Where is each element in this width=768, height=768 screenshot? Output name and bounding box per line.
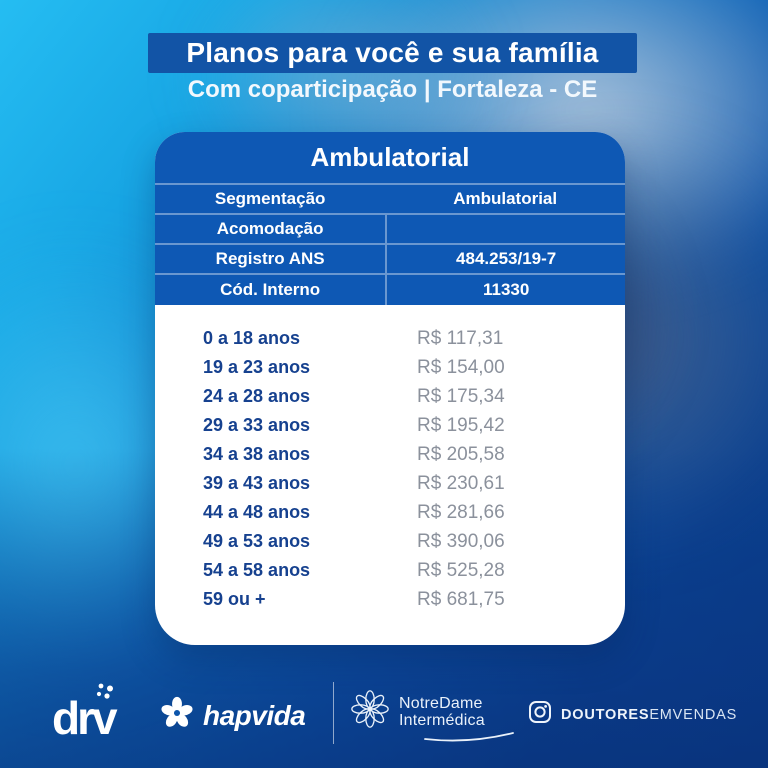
price-row: 59 ou + R$ 681,75: [155, 585, 625, 614]
price-row: 29 a 33 anos R$ 195,42: [155, 411, 625, 440]
hero-header: Planos para você e sua família Com copar…: [148, 33, 637, 104]
price: R$ 205,58: [417, 443, 505, 465]
instagram-icon: [528, 700, 552, 729]
age-band: 39 a 43 anos: [203, 473, 311, 493]
row-value: [385, 215, 625, 243]
notredame-intermedica-logo: NotreDame Intermédica: [349, 688, 514, 741]
price-row: 44 a 48 anos R$ 281,66: [155, 498, 625, 527]
plan-info-table: Ambulatorial Segmentação Ambulatorial Ac…: [155, 132, 625, 305]
flower-icon: [158, 694, 196, 737]
instagram-handle: DOUTORESEMVENDAS: [528, 700, 737, 729]
price: R$ 175,34: [417, 385, 505, 407]
age-band: 59 ou +: [203, 589, 266, 609]
price: R$ 154,00: [417, 356, 505, 378]
row-label: Acomodação: [216, 219, 324, 238]
notredame-line2: Intermédica: [399, 711, 485, 729]
row-value: Ambulatorial: [453, 189, 558, 208]
age-band: 24 a 28 anos: [203, 386, 311, 406]
hapvida-logo: hapvida: [158, 694, 306, 737]
age-band: 0 a 18 anos: [203, 328, 301, 348]
table-row: Registro ANS 484.253/19-7: [155, 245, 625, 275]
plan-name: Ambulatorial: [155, 132, 625, 185]
row-label: Registro ANS: [215, 249, 325, 268]
table-row: Segmentação Ambulatorial: [155, 185, 625, 215]
price: R$ 195,42: [417, 414, 505, 436]
hapvida-logo-text: hapvida: [203, 699, 306, 731]
notredame-line1: NotreDame: [399, 694, 483, 712]
drv-logo: drv: [52, 683, 142, 750]
price: R$ 525,28: [417, 559, 505, 581]
row-value: 11330: [385, 275, 625, 305]
price-list: 0 a 18 anos R$ 117,31 19 a 23 anos R$ 15…: [155, 305, 625, 614]
row-label: Cód. Interno: [220, 280, 321, 299]
price-row: 0 a 18 anos R$ 117,31: [155, 324, 625, 353]
price-row: 19 a 23 anos R$ 154,00: [155, 353, 625, 382]
handle-bold-part: DOUTORES: [561, 706, 650, 723]
age-band: 44 a 48 anos: [203, 502, 311, 522]
price: R$ 281,66: [417, 501, 505, 523]
dots-cluster-icon: [94, 682, 120, 707]
instagram-handle-text: DOUTORESEMVENDAS: [561, 707, 737, 723]
price-row: 24 a 28 anos R$ 175,34: [155, 382, 625, 411]
price: R$ 230,61: [417, 472, 505, 494]
title-band: Planos para você e sua família: [148, 33, 637, 73]
page-subtitle: Com coparticipação | Fortaleza - CE: [187, 76, 598, 103]
footer-divider: [333, 682, 334, 744]
table-row: Cód. Interno 11330: [155, 275, 625, 305]
drv-logo-text: drv: [52, 692, 118, 744]
price-row: 49 a 53 anos R$ 390,06: [155, 527, 625, 556]
row-label: Segmentação: [214, 189, 326, 208]
price: R$ 117,31: [417, 327, 504, 349]
age-band: 19 a 23 anos: [203, 357, 311, 377]
swoosh-underline: [423, 730, 515, 747]
footer-logo-strip: drv hapvida: [0, 672, 768, 768]
rosette-icon: [349, 688, 391, 735]
price: R$ 390,06: [417, 530, 505, 552]
age-band: 34 a 38 anos: [203, 444, 311, 464]
page-title: Planos para você e sua família: [186, 37, 599, 68]
age-band: 54 a 58 anos: [203, 560, 311, 580]
row-value: 484.253/19-7: [385, 245, 625, 273]
price-row: 54 a 58 anos R$ 525,28: [155, 556, 625, 585]
age-band: 29 a 33 anos: [203, 415, 311, 435]
notredame-logo-text: NotreDame Intermédica: [399, 694, 514, 741]
table-row: Acomodação: [155, 215, 625, 245]
price-row: 34 a 38 anos R$ 205,58: [155, 440, 625, 469]
handle-light-part: EMVENDAS: [649, 706, 738, 723]
age-band: 49 a 53 anos: [203, 531, 311, 551]
price-row: 39 a 43 anos R$ 230,61: [155, 469, 625, 498]
plan-card: Ambulatorial Segmentação Ambulatorial Ac…: [155, 132, 625, 645]
price: R$ 681,75: [417, 588, 505, 610]
